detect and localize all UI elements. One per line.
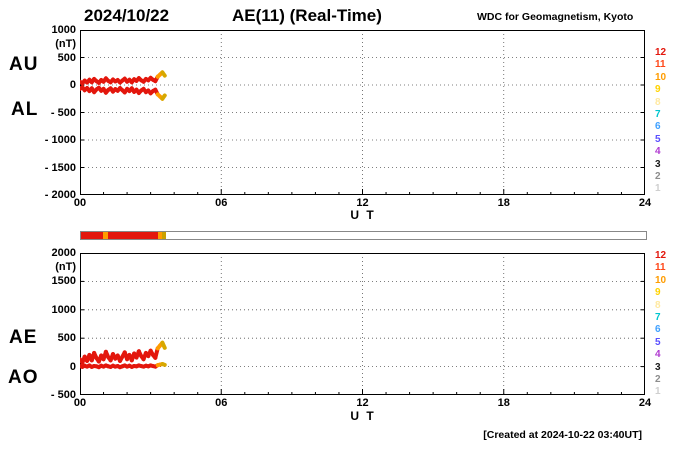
y-tick-label: 0 (69, 360, 76, 373)
x-tick-label: 06 (215, 197, 228, 209)
y-tick-label: - 1000 (44, 134, 76, 146)
created-at-label: [Created at 2024-10-22 03:40UT] (483, 429, 642, 441)
legend-station-1: 1 (655, 183, 661, 195)
legend-station-2: 2 (655, 373, 661, 385)
legend-station-5: 5 (655, 133, 661, 145)
availability-segment (157, 232, 163, 239)
availability-segment (165, 232, 646, 239)
x-tick-label: 12 (356, 397, 369, 409)
x-tick-label: 06 (215, 397, 228, 409)
legend-station-9: 9 (655, 287, 661, 299)
legend-station-6: 6 (655, 324, 661, 336)
au-al-chart-canvas (78, 29, 645, 196)
x-tick-label: 00 (73, 197, 87, 209)
availability-segment (108, 232, 158, 239)
availability-segment (103, 232, 109, 239)
x-tick-label: 18 (497, 397, 510, 409)
unit-label-top: (nT) (55, 38, 76, 50)
station-legend-bottom: 12 11 10 9 8 7 6 5 4 3 2 1 (655, 250, 666, 399)
al-axis-label: AL (11, 99, 39, 120)
y-tick-label: 1500 (51, 275, 76, 288)
au-axis-label: AU (9, 54, 39, 75)
legend-station-4: 4 (655, 349, 661, 361)
station-legend-top: 12 11 10 9 8 7 6 5 4 3 2 1 (655, 47, 666, 196)
y-tick-label: - 500 (50, 389, 76, 401)
unit-label-bottom: (nT) (55, 261, 76, 273)
legend-station-5: 5 (655, 336, 661, 348)
legend-station-7: 7 (655, 311, 661, 323)
y-tick-label: - 500 (50, 106, 76, 119)
x-tick-label: 18 (497, 197, 510, 209)
y-tick-label: 1000 (51, 24, 76, 36)
y-tick-label: 0 (69, 79, 76, 91)
legend-station-12: 12 (655, 47, 667, 58)
data-availability-bar (80, 231, 647, 240)
legend-station-10: 10 (655, 274, 667, 286)
legend-station-8: 8 (655, 299, 661, 311)
legend-station-12: 12 (655, 250, 667, 261)
legend-station-10: 10 (655, 71, 667, 83)
x-tick-label: 12 (356, 197, 369, 209)
ut-axis-label-top: U T (350, 208, 376, 222)
availability-segment (162, 232, 166, 239)
date-label: 2024/10/22 (84, 6, 170, 25)
legend-station-11: 11 (655, 262, 666, 274)
legend-station-6: 6 (655, 121, 661, 133)
source-label: WDC for Geomagnetism, Kyoto (477, 11, 634, 23)
legend-station-9: 9 (655, 84, 661, 96)
au-al-plot (78, 29, 645, 200)
legend-station-1: 1 (655, 386, 661, 398)
availability-segment (81, 232, 104, 239)
y-tick-label: - 2000 (44, 189, 76, 201)
y-tick-label: 500 (57, 332, 76, 345)
legend-station-11: 11 (655, 59, 666, 71)
legend-station-3: 3 (655, 361, 661, 373)
ao-axis-label: AO (8, 367, 39, 388)
legend-station-7: 7 (655, 108, 661, 120)
y-tick-label: 1000 (51, 303, 76, 316)
ut-axis-label-bottom: U T (350, 409, 376, 423)
ae-ao-plot (78, 252, 645, 400)
y-tick-label: - 1500 (44, 161, 76, 174)
y-tick-label: 2000 (51, 247, 76, 259)
page-title: AE(11) (Real-Time) (232, 6, 382, 25)
legend-station-2: 2 (655, 170, 661, 182)
x-tick-label: 24 (638, 197, 652, 209)
x-tick-label: 00 (73, 397, 87, 409)
ae-ao-chart-canvas (78, 252, 645, 396)
x-tick-label: 24 (638, 397, 652, 409)
legend-station-3: 3 (655, 158, 661, 170)
ae-axis-label: AE (9, 327, 38, 348)
legend-station-8: 8 (655, 96, 661, 108)
legend-station-4: 4 (655, 146, 661, 158)
y-tick-label: 500 (57, 51, 76, 64)
